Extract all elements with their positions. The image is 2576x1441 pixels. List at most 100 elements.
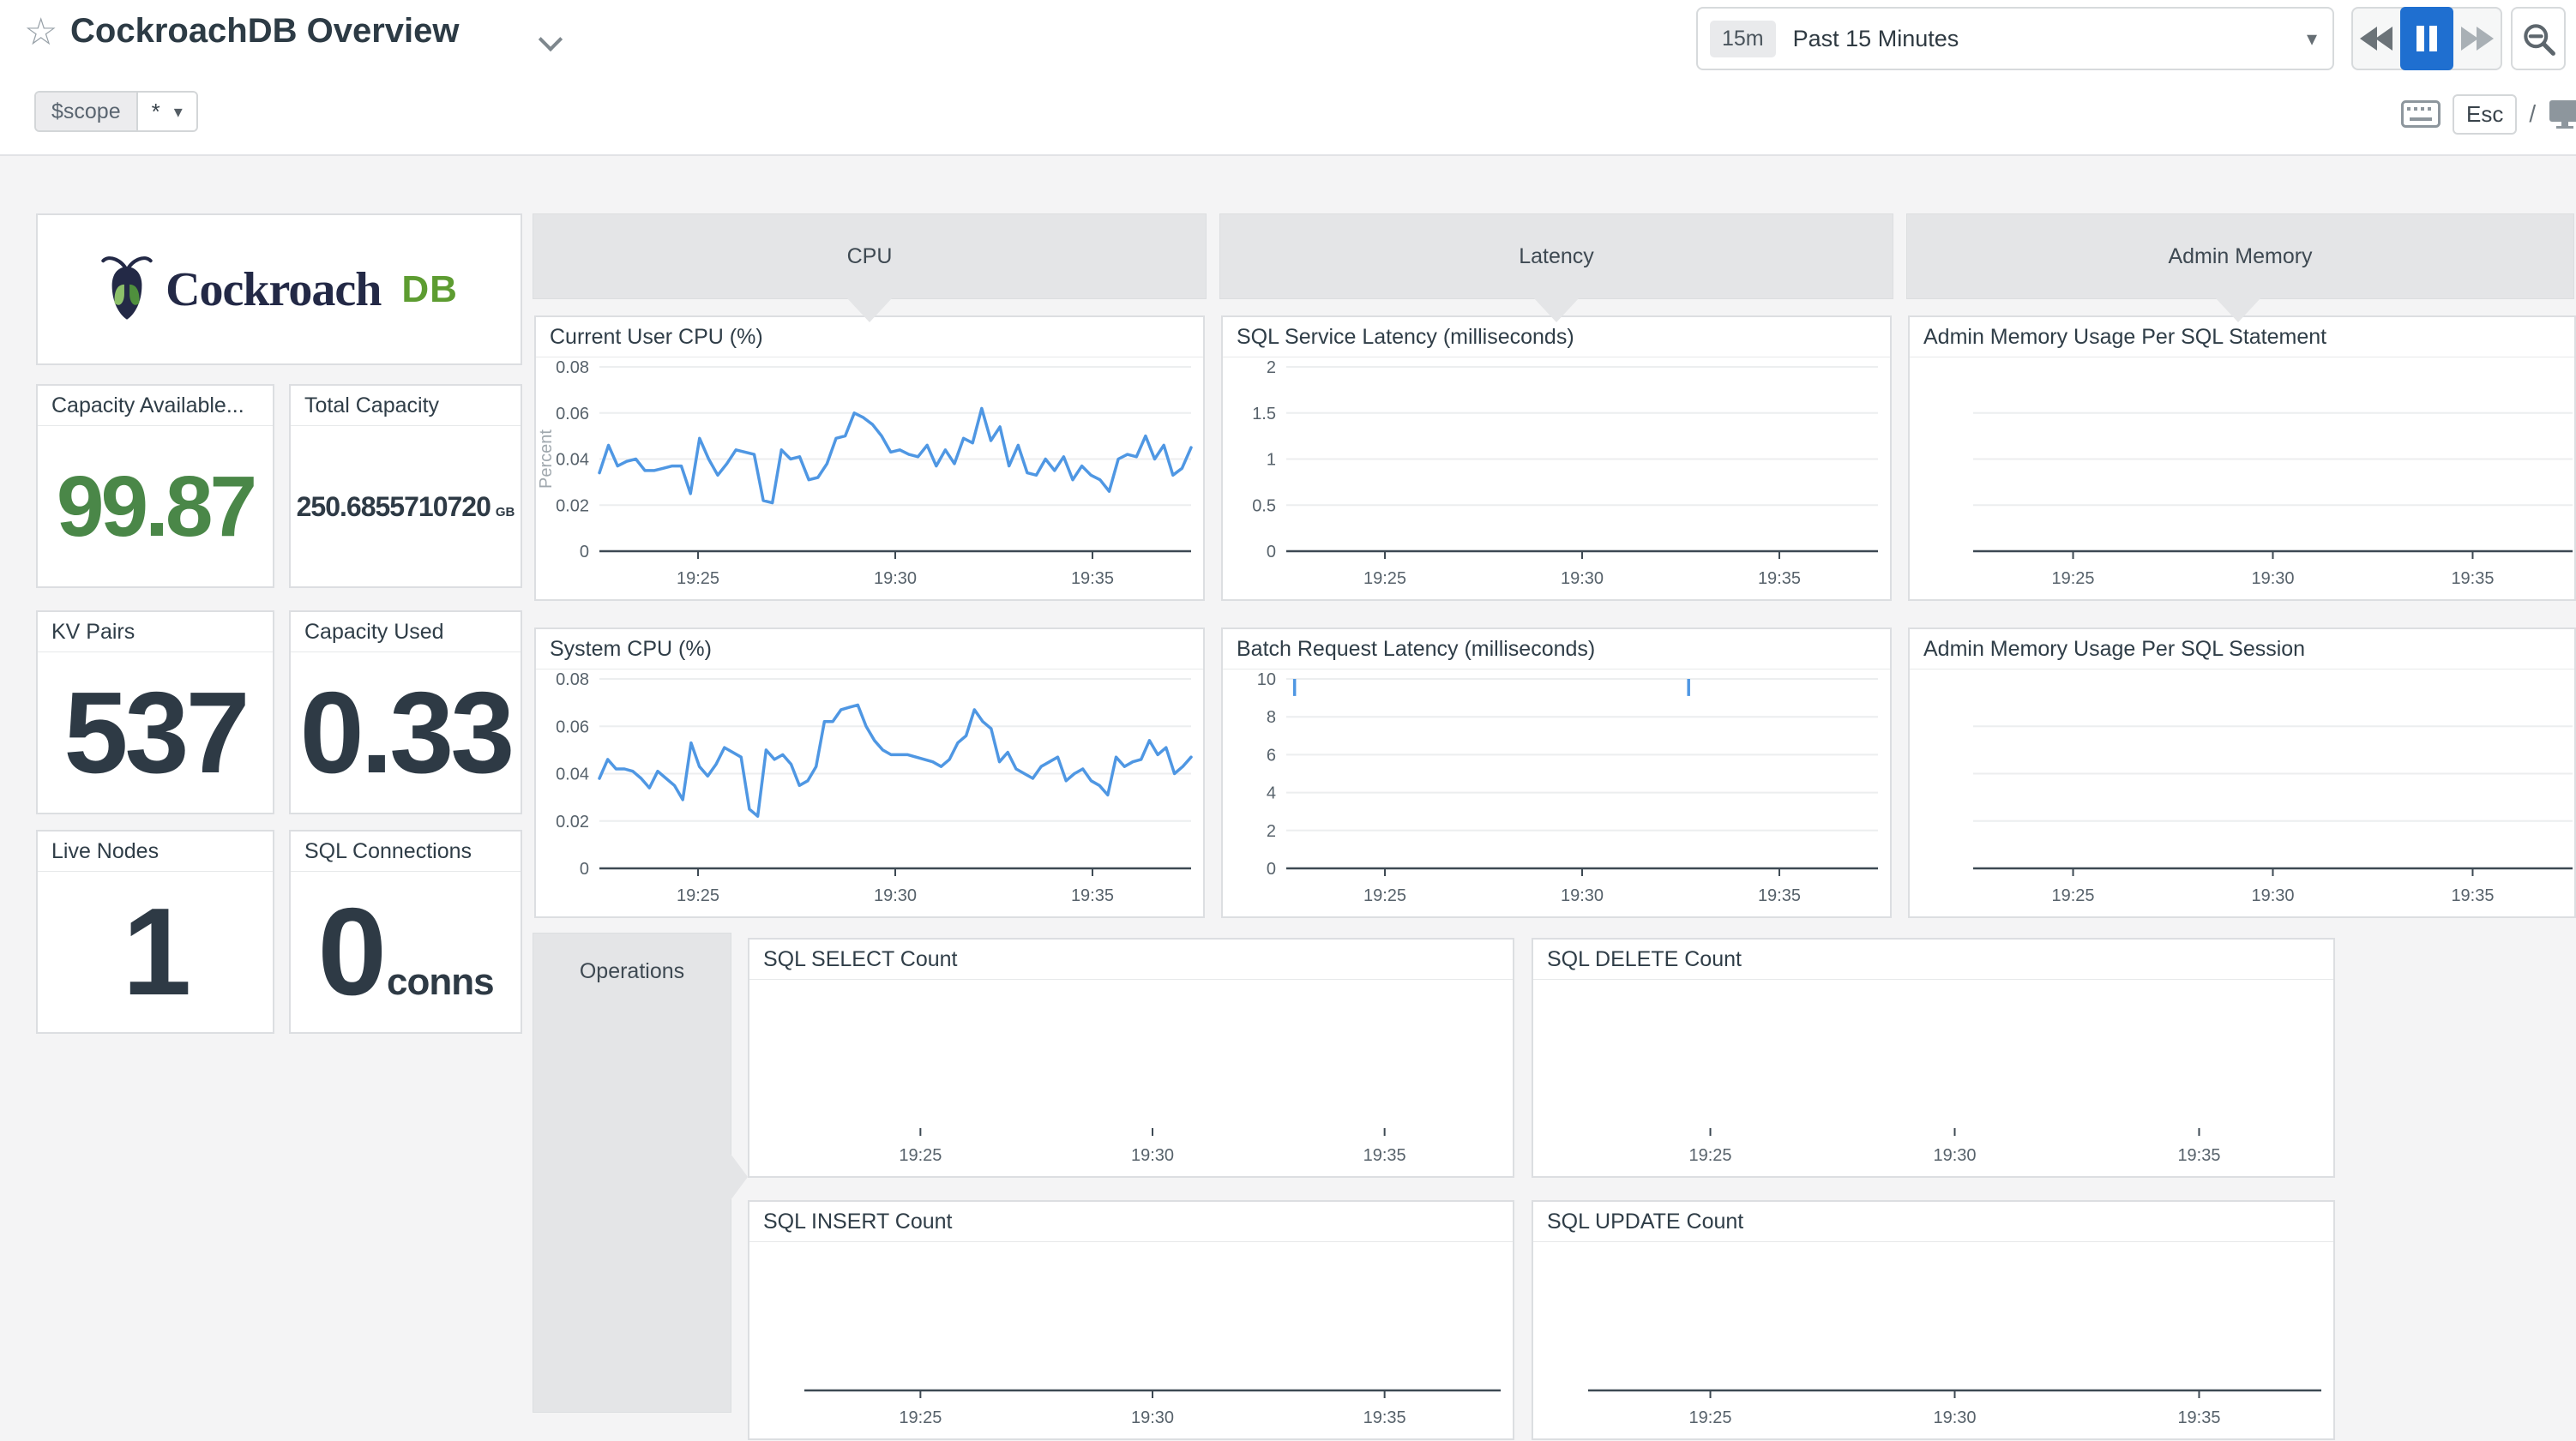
stat-value: 0 — [317, 882, 387, 1021]
scope-variable-value[interactable]: * ▾ — [137, 93, 196, 130]
group-header-latency[interactable]: Latency — [1219, 213, 1893, 299]
svg-text:1.5: 1.5 — [1252, 405, 1276, 423]
group-label: Operations — [579, 959, 685, 983]
chart-sql-update-count[interactable]: SQL UPDATE Count 19:25 19:30 19:35 — [1532, 1200, 2335, 1440]
chart-current-user-cpu[interactable]: Current User CPU (%) 0 0.02 0.04 0.06 0.08 19… — [534, 315, 1205, 601]
template-variable-scope[interactable]: $scope * ▾ — [34, 91, 198, 132]
stat-total-capacity[interactable]: Total Capacity 250.6855710720 GB — [289, 384, 522, 588]
chart-sql-insert-count[interactable]: SQL INSERT Count 19:25 19:30 19:35 — [748, 1200, 1514, 1440]
time-range-badge: 15m — [1710, 20, 1776, 57]
chart-system-cpu[interactable]: System CPU (%) 0 0.02 0.04 0.06 0.08 19:25 19:… — [534, 627, 1205, 918]
tv-mode-icon[interactable] — [2548, 99, 2576, 129]
svg-text:0.04: 0.04 — [556, 766, 589, 784]
stat-title: Live Nodes — [38, 832, 273, 872]
group-label: CPU — [846, 243, 893, 268]
svg-text:19:35: 19:35 — [1363, 1408, 1406, 1427]
scope-caret-icon: ▾ — [173, 102, 183, 122]
svg-text:1: 1 — [1267, 451, 1276, 470]
cockroachdb-logo-card[interactable]: Cockroach DB — [36, 213, 522, 365]
svg-text:19:35: 19:35 — [1758, 569, 1801, 588]
svg-text:19:35: 19:35 — [2177, 1146, 2220, 1165]
chart-admin-memory-statement[interactable]: Admin Memory Usage Per SQL Statement 19:… — [1908, 315, 2576, 601]
svg-text:0: 0 — [580, 543, 589, 561]
cockroach-bug-icon — [101, 255, 153, 320]
stat-value: 0.33 — [299, 668, 515, 797]
svg-text:19:25: 19:25 — [1363, 569, 1406, 588]
svg-text:19:25: 19:25 — [677, 886, 719, 905]
svg-text:6: 6 — [1267, 746, 1276, 765]
chart-title: SQL DELETE Count — [1533, 940, 2333, 980]
chart-title: SQL Service Latency (milliseconds) — [1223, 317, 1890, 357]
playback-controls — [2351, 7, 2502, 70]
stat-value: 99.87 — [56, 458, 257, 555]
chart-plot: 19:25 19:30 19:35 — [1910, 357, 2574, 599]
svg-text:0.5: 0.5 — [1252, 496, 1276, 515]
pause-button[interactable] — [2400, 7, 2453, 70]
svg-text:19:25: 19:25 — [899, 1408, 942, 1427]
svg-text:19:30: 19:30 — [874, 569, 917, 588]
rewind-button[interactable] — [2353, 9, 2400, 69]
svg-text:4: 4 — [1267, 784, 1276, 803]
chart-sql-select-count[interactable]: SQL SELECT Count 19:25 19:30 19:35 — [748, 938, 1514, 1178]
fast-forward-button[interactable] — [2453, 9, 2501, 69]
svg-text:0.08: 0.08 — [556, 358, 589, 377]
time-range-label: Past 15 Minutes — [1792, 25, 1959, 51]
stat-kv-pairs[interactable]: KV Pairs 537 — [36, 610, 274, 814]
chart-plot: 19:25 19:30 19:35 — [1533, 979, 2333, 1176]
chart-sql-service-latency[interactable]: SQL Service Latency (milliseconds) 0 0.5 1… — [1221, 315, 1892, 601]
stat-live-nodes[interactable]: Live Nodes 1 — [36, 830, 274, 1034]
group-header-operations[interactable]: Operations — [533, 933, 731, 1413]
chart-plot: 19:25 19:30 19:35 — [749, 979, 1513, 1176]
svg-text:19:25: 19:25 — [1688, 1146, 1731, 1165]
svg-text:2: 2 — [1267, 358, 1276, 377]
zoom-out-button[interactable] — [2511, 7, 2566, 70]
svg-text:19:35: 19:35 — [2177, 1408, 2220, 1427]
svg-text:19:30: 19:30 — [2251, 886, 2294, 905]
svg-text:19:35: 19:35 — [1363, 1146, 1406, 1165]
time-range-selector[interactable]: 15m Past 15 Minutes ▾ — [1696, 7, 2334, 70]
rewind-icon — [2359, 27, 2392, 51]
stat-unit: conns — [387, 961, 495, 1003]
svg-text:Percent: Percent — [537, 429, 556, 489]
chart-title: Current User CPU (%) — [536, 317, 1203, 357]
stat-capacity-available[interactable]: Capacity Available... 99.87 — [36, 384, 274, 588]
svg-text:19:30: 19:30 — [1933, 1408, 1976, 1427]
chart-plot: 0 0.02 0.04 0.06 0.08 19:25 19:30 19:35 — [536, 669, 1203, 916]
stat-title: SQL Connections — [291, 832, 521, 872]
svg-text:19:30: 19:30 — [874, 886, 917, 905]
svg-text:19:35: 19:35 — [1758, 886, 1801, 905]
chart-title: SQL UPDATE Count — [1533, 1202, 2333, 1242]
group-pointer-cpu — [847, 298, 892, 322]
group-pointer-operations — [731, 1154, 748, 1200]
chart-title: SQL INSERT Count — [749, 1202, 1513, 1242]
favorite-star-icon[interactable]: ☆ — [24, 11, 58, 53]
chart-plot: 19:25 19:30 19:35 — [1533, 1241, 2333, 1438]
page-title[interactable]: CockroachDB Overview — [70, 12, 460, 50]
svg-text:0.02: 0.02 — [556, 813, 589, 832]
svg-text:0: 0 — [1267, 860, 1276, 879]
time-range-caret-icon: ▾ — [2306, 27, 2317, 51]
chart-title: Admin Memory Usage Per SQL Session — [1910, 629, 2574, 669]
db-wordmark: DB — [401, 267, 458, 310]
svg-text:0.06: 0.06 — [556, 405, 589, 423]
stat-capacity-used[interactable]: Capacity Used 0.33 — [289, 610, 522, 814]
chart-admin-memory-session[interactable]: Admin Memory Usage Per SQL Session 19:25… — [1908, 627, 2576, 918]
cockroachdb-logo: Cockroach DB — [38, 215, 521, 363]
keyboard-shortcut-hints: Esc / — [2401, 93, 2576, 135]
title-dropdown-chevron-icon[interactable] — [538, 27, 563, 52]
svg-text:0.04: 0.04 — [556, 451, 589, 470]
svg-text:10: 10 — [1257, 670, 1276, 689]
stat-unit: GB — [495, 504, 515, 519]
chart-sql-delete-count[interactable]: SQL DELETE Count 19:25 19:30 19:35 — [1532, 938, 2335, 1178]
group-header-admin-memory[interactable]: Admin Memory — [1906, 213, 2574, 299]
stat-sql-connections[interactable]: SQL Connections 0 conns — [289, 830, 522, 1034]
chart-batch-request-latency[interactable]: Batch Request Latency (milliseconds) 0 2 4… — [1221, 627, 1892, 918]
group-header-cpu[interactable]: CPU — [533, 213, 1207, 299]
chart-title: Batch Request Latency (milliseconds) — [1223, 629, 1890, 669]
stat-title: KV Pairs — [38, 612, 273, 652]
svg-text:19:25: 19:25 — [899, 1146, 942, 1165]
chart-title: Admin Memory Usage Per SQL Statement — [1910, 317, 2574, 357]
stat-title: Total Capacity — [291, 386, 521, 426]
stat-value: 250.6855710720 — [296, 490, 491, 522]
